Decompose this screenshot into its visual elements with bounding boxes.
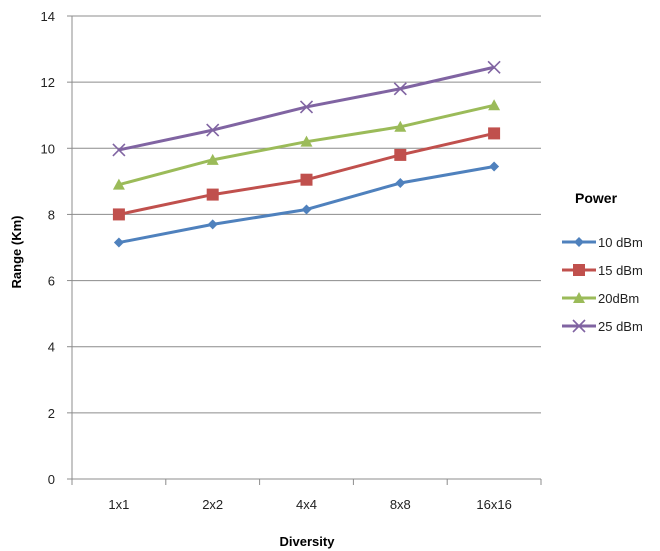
data-point: [206, 188, 219, 201]
series-2: [112, 127, 501, 221]
legend-item: 10 dBm: [562, 235, 643, 250]
data-point: [112, 208, 125, 221]
legend-marker: [572, 319, 586, 333]
legend-item: 25 dBm: [562, 319, 643, 334]
legend-marker: [573, 292, 585, 303]
x-axis-title: Diversity: [280, 534, 336, 549]
y-tick-label: 10: [41, 141, 55, 156]
data-point: [487, 60, 501, 74]
data-point: [488, 99, 501, 111]
data-point: [301, 204, 312, 215]
y-tick-labels: 0 2 4 6 8 10 12 14: [41, 9, 55, 487]
data-point: [300, 135, 313, 147]
legend-item: 20dBm: [562, 291, 639, 306]
legend: Power 10 dBm 15 dBm 20dBm 25 dBm: [562, 190, 643, 334]
data-point: [206, 153, 219, 165]
series-3: [112, 99, 501, 190]
series-group: [112, 60, 501, 248]
data-point: [393, 82, 407, 96]
y-tick-label: 4: [48, 340, 55, 355]
legend-item: 15 dBm: [562, 263, 643, 278]
series-4: [112, 60, 501, 157]
data-point: [488, 127, 501, 140]
y-axis-title: Range (Km): [9, 216, 24, 289]
data-point: [300, 173, 313, 186]
data-point: [395, 178, 406, 189]
data-point: [206, 123, 220, 137]
data-point: [394, 148, 407, 161]
data-point: [394, 120, 407, 132]
axes: [67, 15, 542, 485]
x-tick-label: 4x4: [296, 497, 317, 512]
legend-label: 15 dBm: [598, 263, 643, 278]
data-point: [113, 237, 124, 248]
y-tick-label: 6: [48, 274, 55, 289]
y-tick-label: 14: [41, 9, 55, 24]
data-point: [489, 161, 500, 172]
x-tick-labels: 1x1 2x2 4x4 8x8 16x16: [108, 497, 511, 512]
legend-label: 10 dBm: [598, 235, 643, 250]
x-tick-label: 1x1: [108, 497, 129, 512]
y-tick-label: 0: [48, 472, 55, 487]
y-tick-label: 12: [41, 75, 55, 90]
data-point: [112, 178, 125, 190]
x-tick-label: 16x16: [476, 497, 511, 512]
y-tick-label: 2: [48, 406, 55, 421]
legend-label: 25 dBm: [598, 319, 643, 334]
series-1: [113, 161, 500, 248]
gridlines: [72, 15, 541, 414]
legend-label: 20dBm: [598, 291, 639, 306]
data-point: [207, 219, 218, 230]
legend-marker: [573, 264, 585, 276]
x-tick-label: 2x2: [202, 497, 223, 512]
legend-marker: [574, 237, 584, 247]
x-tick-label: 8x8: [390, 497, 411, 512]
y-tick-label: 8: [48, 207, 55, 222]
data-point: [112, 143, 126, 157]
legend-title: Power: [575, 190, 618, 206]
data-point: [299, 100, 314, 114]
